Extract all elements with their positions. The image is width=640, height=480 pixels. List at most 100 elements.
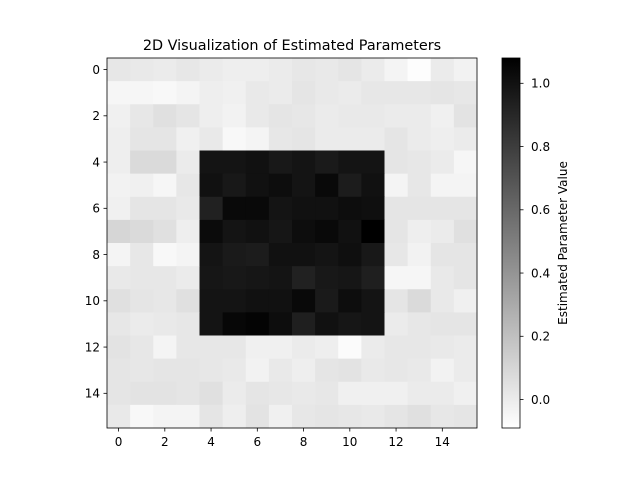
heatmap-cell (176, 150, 200, 175)
heatmap-cell (338, 266, 362, 290)
heatmap-cell (430, 289, 455, 313)
heatmap-cell (384, 127, 409, 151)
heatmap-cell (222, 150, 247, 175)
y-tick-label: 6 (92, 202, 100, 216)
heatmap-cell (107, 404, 131, 429)
heatmap-cell (453, 381, 478, 406)
heatmap-cell (453, 127, 478, 151)
heatmap-cell (245, 127, 270, 151)
heatmap-cell (361, 219, 385, 244)
heatmap-cell (384, 381, 409, 406)
heatmap-cell (292, 173, 316, 198)
y-tick-label: 12 (85, 340, 100, 354)
heatmap-cell (199, 404, 224, 429)
heatmap-cell (315, 289, 339, 313)
heatmap-cell (292, 127, 316, 151)
heatmap-cell (384, 58, 409, 82)
heatmap-cell (222, 127, 247, 151)
heatmap-cell (292, 381, 316, 406)
x-tick-label: 12 (388, 435, 403, 449)
heatmap-cell (453, 289, 478, 313)
x-axis: 0 2 4 6 8 10 12 14 (115, 428, 450, 449)
heatmap-cell (222, 173, 247, 198)
heatmap-cell (407, 358, 432, 383)
heatmap-cell (453, 196, 478, 221)
heatmap-cell (176, 358, 200, 383)
heatmap-cell (453, 243, 478, 267)
heatmap-cell (176, 289, 200, 313)
heatmap-cell (430, 81, 455, 105)
heatmap-cell (245, 289, 270, 313)
heatmap-cell (384, 104, 409, 128)
heatmap-cell (107, 58, 131, 82)
x-tick-label: 4 (207, 435, 215, 449)
heatmap-cell (384, 358, 409, 383)
heatmap-cell (176, 312, 200, 336)
heatmap-cell (384, 173, 409, 198)
heatmap-cell (199, 312, 224, 336)
heatmap-cell (361, 358, 385, 383)
heatmap-cell (222, 381, 247, 406)
heatmap-cell (338, 173, 362, 198)
heatmap-cell (107, 150, 131, 175)
heatmap-cell (407, 335, 432, 360)
heatmap-cell (245, 243, 270, 267)
heatmap-cell (268, 381, 293, 406)
heatmap-cell (245, 312, 270, 336)
heatmap-cell (199, 219, 224, 244)
heatmap-cell (407, 219, 432, 244)
heatmap-cell (130, 404, 154, 429)
colorbar-tick-label: 0.8 (531, 140, 550, 154)
heatmap-cell (222, 335, 247, 360)
heatmap-cell (268, 127, 293, 151)
heatmap-cell (199, 81, 224, 105)
colorbar-label: Estimated Parameter Value (556, 161, 570, 325)
heatmap-cell (453, 312, 478, 336)
heatmap-cell (453, 358, 478, 383)
heatmap-cell (199, 127, 224, 151)
heatmap-cell (268, 358, 293, 383)
heatmap-cell (176, 335, 200, 360)
heatmap-cell (222, 81, 247, 105)
heatmap-cell (245, 381, 270, 406)
heatmap-cell (130, 219, 154, 244)
heatmap-cell (315, 358, 339, 383)
heatmap-cell (222, 243, 247, 267)
heatmap-cell (268, 289, 293, 313)
x-tick-label: 6 (253, 435, 261, 449)
heatmap-cell (384, 196, 409, 221)
heatmap-cell (153, 312, 177, 336)
heatmap-cell (430, 312, 455, 336)
colorbar-tick-label: 0.2 (531, 330, 550, 344)
heatmap-cell (361, 289, 385, 313)
heatmap-cell (315, 81, 339, 105)
heatmap-cell (176, 104, 200, 128)
colorbar-tick-label: 1.0 (531, 77, 550, 91)
heatmap-cell (430, 381, 455, 406)
heatmap-cell (199, 173, 224, 198)
heatmap-cell (361, 173, 385, 198)
heatmap-cell (361, 150, 385, 175)
heatmap-cell (453, 173, 478, 198)
heatmap-cell (292, 104, 316, 128)
heatmap-cell (107, 335, 131, 360)
y-tick-label: 10 (85, 294, 100, 308)
heatmap-cell (430, 150, 455, 175)
heatmap-cell (130, 58, 154, 82)
heatmap-cell (407, 381, 432, 406)
heatmap-cell (222, 404, 247, 429)
x-tick-label: 8 (300, 435, 308, 449)
heatmap-cell (407, 289, 432, 313)
heatmap-cell (338, 404, 362, 429)
heatmap-cell (199, 104, 224, 128)
heatmap-cell (130, 289, 154, 313)
heatmap-cell (361, 381, 385, 406)
heatmap-cell (430, 266, 455, 290)
heatmap-cell (153, 358, 177, 383)
heatmap-cell (153, 150, 177, 175)
heatmap-cell (361, 127, 385, 151)
heatmap-cell (430, 404, 455, 429)
heatmap-cell (176, 58, 200, 82)
heatmap-cell (315, 312, 339, 336)
heatmap-cell (292, 404, 316, 429)
